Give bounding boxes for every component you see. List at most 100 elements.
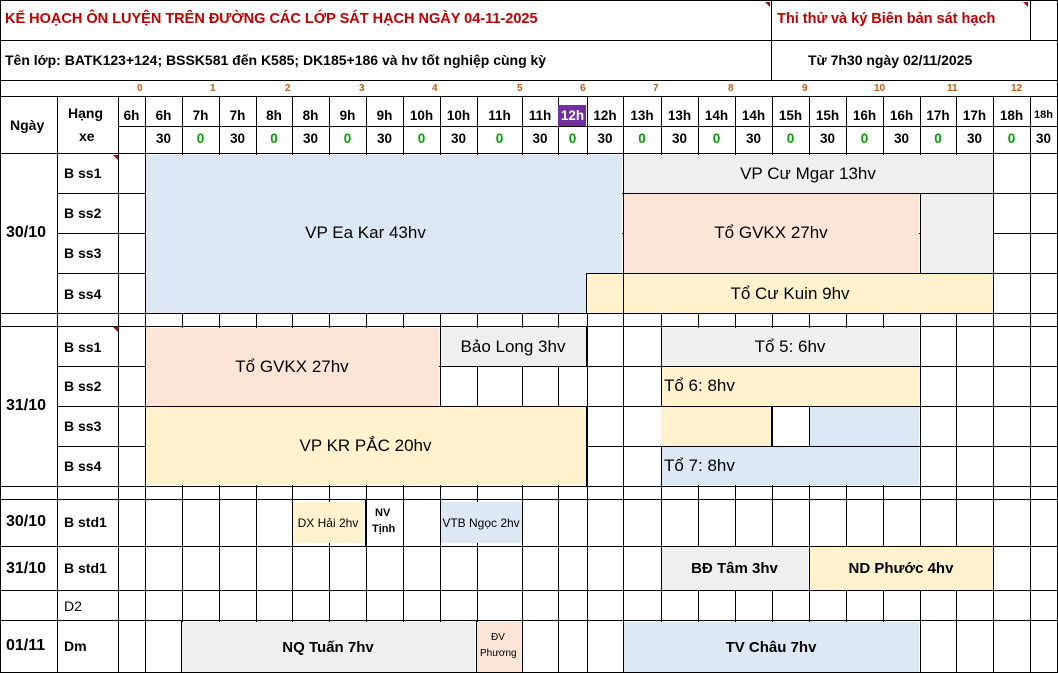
day-label-1: 30/10 — [6, 224, 47, 241]
grid-line — [623, 193, 920, 194]
block-label-bd-tam: BĐ Tâm 3hv — [691, 560, 778, 577]
hour-header: 6h — [155, 107, 172, 123]
block-overlay — [623, 622, 919, 672]
hour-header: 8h — [266, 107, 282, 123]
grid-line — [771, 406, 772, 446]
index-number: 7 — [653, 83, 659, 94]
hour-header: 9h — [376, 107, 393, 123]
grid-line — [477, 96, 478, 673]
right-title: Thi thử và ký Biên bản sát hạch — [777, 11, 996, 27]
grid-line — [809, 546, 810, 590]
hour-header: 11h — [528, 107, 552, 123]
block-overlay — [181, 622, 475, 672]
grid-line — [771, 406, 809, 407]
block-label-cu-mgar: VP Cư Mgar 13hv — [740, 164, 876, 183]
row-label: B std1 — [64, 560, 107, 576]
block-label-to6: Tổ 6: 8hv — [664, 376, 735, 395]
grid-line — [145, 326, 146, 406]
block-label-vtb-ngoc: VTB Ngọc 2hv — [442, 515, 520, 530]
hour-header: 15h — [778, 107, 803, 123]
hour-header: 16h — [889, 107, 914, 123]
minute-header: 30 — [893, 130, 910, 146]
hour-header: 14h — [741, 107, 766, 123]
minute-header: 30 — [1035, 130, 1052, 146]
grid-line — [661, 486, 920, 487]
block-overlay — [661, 406, 771, 446]
block-label-gvkx-b: Tổ GVKX 27hv — [235, 357, 349, 376]
grid-line — [661, 590, 809, 591]
block-overlay — [145, 155, 622, 233]
row-label: Dm — [64, 638, 87, 654]
block-label-nv-tinh-2: Tịnh — [372, 523, 396, 535]
minute-header: 30 — [966, 130, 983, 146]
grid-line — [118, 96, 119, 673]
block-label-dx-hai: DX Hải 2hv — [297, 515, 359, 530]
block-overlay — [920, 193, 993, 273]
grid-line — [0, 620, 1058, 621]
index-number: 10 — [874, 83, 886, 94]
block-overlay — [661, 547, 808, 590]
grid-line — [0, 499, 1058, 500]
day-column-label: Ngày — [10, 117, 45, 133]
block-overlay — [809, 547, 993, 590]
grid-line — [0, 0, 1058, 1]
hour-header: 8h — [302, 107, 319, 123]
minute-header: 30 — [597, 130, 613, 146]
grid-line — [623, 153, 993, 154]
grid-line — [1030, 0, 1031, 40]
grid-line — [1030, 96, 1031, 673]
minute-header: 0 — [196, 130, 205, 146]
grid-line — [145, 153, 146, 313]
block-label-ea-kar: VP Ea Kar 43hv — [305, 223, 426, 242]
grid-line — [0, 96, 1058, 97]
block-overlay — [292, 502, 364, 543]
grid-line — [809, 406, 810, 446]
grid-line — [661, 366, 920, 367]
minute-header: 30 — [155, 130, 172, 146]
grid-line — [0, 546, 1058, 547]
grid-line — [661, 326, 662, 366]
index-number: 12 — [1011, 83, 1023, 94]
grid-line — [993, 96, 994, 673]
class-column-label-1: Hạng — [68, 105, 103, 121]
page-title: KẾ HOẠCH ÔN LUYỆN TRÊN ĐƯỜNG CÁC LỚP SÁT… — [5, 11, 538, 27]
block-label-to5: Tổ 5: 6hv — [754, 337, 826, 356]
grid-line — [522, 499, 523, 546]
minute-header: 0 — [417, 130, 426, 146]
grid-line — [145, 326, 440, 327]
index-number: 5 — [517, 83, 523, 94]
hour-header: 12h — [593, 107, 617, 123]
grid-line — [661, 446, 662, 486]
grid-line — [771, 446, 809, 447]
hour-header: 16h — [852, 107, 877, 123]
grid-line — [0, 590, 1058, 591]
grid-line — [586, 326, 587, 366]
minute-header: 0 — [786, 130, 795, 146]
grid-line — [0, 0, 1, 673]
hour-header: 14h — [704, 107, 729, 123]
day-label-3: 30/10 — [6, 513, 47, 530]
block-label-bao-long: Bảo Long 3hv — [460, 337, 566, 356]
block-overlay — [558, 105, 586, 126]
grid-line — [586, 273, 993, 274]
grid-line — [440, 366, 586, 367]
block-overlay — [661, 328, 919, 366]
block-overlay — [587, 274, 993, 313]
grid-line — [586, 313, 993, 314]
grid-line — [440, 326, 586, 327]
grid-line — [623, 153, 624, 193]
block-label-gvkx-a: Tổ GVKX 27hv — [714, 223, 828, 242]
grid-line — [292, 546, 365, 547]
block-label-cu-kuin: Tổ Cư Kuin 9hv — [730, 283, 850, 303]
grid-line — [145, 406, 146, 486]
grid-line — [440, 499, 522, 500]
grid-line — [440, 546, 522, 547]
block-overlay — [623, 155, 993, 193]
grid-line — [440, 499, 441, 546]
grid-line — [771, 0, 772, 80]
grid-line — [0, 40, 1058, 41]
row-label: B ss1 — [64, 165, 102, 181]
minute-header: 30 — [302, 130, 319, 146]
block-label-dv-phuong-1: ĐV — [491, 632, 505, 643]
grid-line — [0, 80, 1058, 81]
